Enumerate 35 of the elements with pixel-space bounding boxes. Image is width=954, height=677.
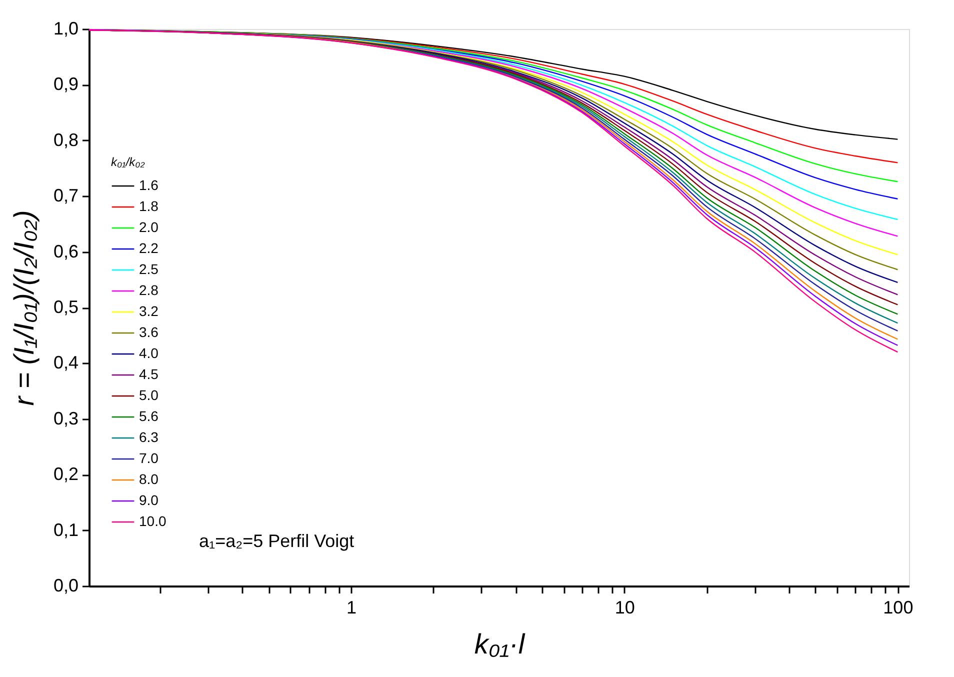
legend-label: 4.5 — [139, 366, 159, 382]
y-tick-label: 0,8 — [53, 130, 78, 150]
annotation: a₁=a₂=5 Perfil Voigt — [199, 531, 354, 551]
x-tick-label: 10 — [614, 598, 635, 618]
y-tick-label: 0,6 — [53, 241, 78, 262]
y-tick-label: 1,0 — [53, 18, 78, 38]
x-tick-label: 100 — [883, 598, 914, 618]
x-tick-label: 1 — [346, 598, 357, 618]
legend-label: 6.3 — [139, 429, 159, 445]
legend-label: 5.0 — [139, 387, 159, 403]
legend-title: k₀₁/k₀₂ — [111, 155, 146, 169]
y-axis-title: r = (I₁/I₀₁)/(I₂/I₀₂) — [8, 210, 40, 406]
y-tick-label: 0,2 — [53, 464, 78, 484]
legend-label: 2.0 — [139, 219, 159, 235]
legend-label: 4.0 — [139, 345, 159, 361]
x-axis-title: k₀₁·l — [474, 628, 526, 660]
y-tick-label: 0,5 — [53, 297, 78, 317]
legend-label: 5.6 — [139, 408, 159, 424]
legend-label: 1.8 — [139, 198, 159, 214]
legend-label: 10.0 — [139, 513, 166, 529]
legend-label: 3.6 — [139, 324, 159, 340]
legend-label: 2.5 — [139, 261, 159, 277]
legend-label: 9.0 — [139, 492, 159, 508]
legend-label: 2.2 — [139, 240, 159, 256]
y-tick-label: 0,9 — [53, 74, 78, 94]
y-tick-label: 0,1 — [53, 520, 78, 540]
legend-label: 8.0 — [139, 471, 159, 487]
legend-label: 2.8 — [139, 282, 159, 298]
y-tick-label: 0,3 — [53, 408, 78, 428]
y-tick-label: 0,7 — [53, 186, 78, 206]
legend-label: 3.2 — [139, 303, 159, 319]
y-tick-label: 0,0 — [53, 576, 78, 596]
y-tick-label: 0,4 — [53, 352, 78, 373]
legend-label: 1.6 — [139, 177, 159, 193]
legend-label: 7.0 — [139, 450, 159, 466]
